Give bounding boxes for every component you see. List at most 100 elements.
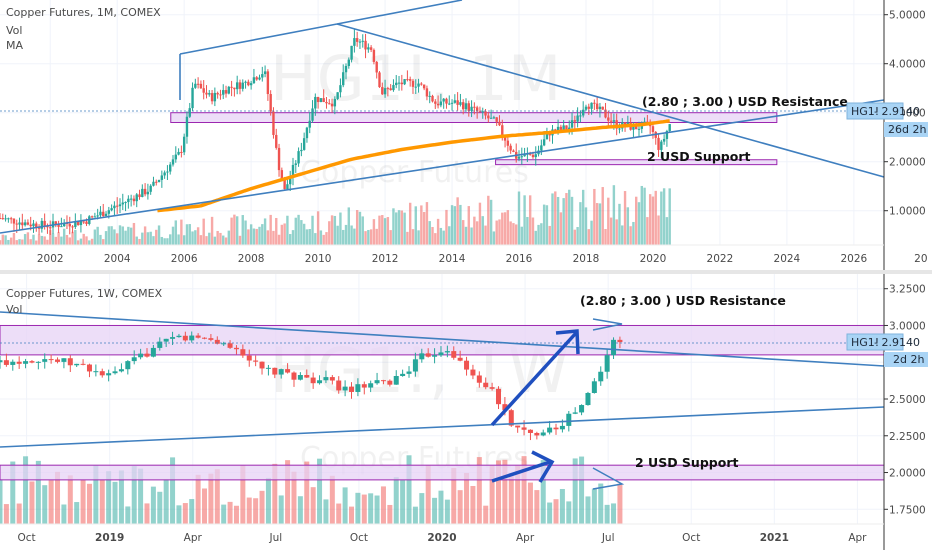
- volume-bar: [484, 225, 487, 245]
- candle-body: [400, 82, 404, 85]
- volume-bar: [395, 212, 398, 245]
- candle-body: [615, 120, 618, 129]
- weekly-arrow-support[interactable]: [491, 450, 555, 483]
- weekly-resistance-annotation[interactable]: (2.80 ; 3.00 ) USD Resistance: [580, 293, 786, 308]
- volume-bar: [176, 505, 182, 524]
- weekly-support-zone[interactable]: [0, 464, 885, 481]
- candle-body: [489, 387, 495, 389]
- volume-bar: [195, 474, 201, 524]
- volume-bar: [112, 481, 118, 524]
- candle-body: [570, 120, 574, 128]
- weekly-legend-vol: Vol: [6, 303, 22, 316]
- weekly-support-annotation[interactable]: 2 USD Support: [635, 455, 738, 470]
- weekly-arrow-support-projection[interactable]: [592, 467, 625, 490]
- time-tick-label: Apr: [848, 532, 867, 544]
- volume-bar: [80, 479, 86, 524]
- volume-bar: [576, 227, 579, 245]
- volume-bar: [12, 232, 16, 245]
- candle-body: [355, 384, 361, 392]
- monthly-trendline-ascending-support[interactable]: [0, 99, 885, 234]
- candle-body: [436, 103, 440, 106]
- candle-body: [400, 373, 406, 377]
- volume-bar: [118, 225, 122, 245]
- candle-body: [185, 116, 189, 137]
- monthly-support-zone[interactable]: [495, 159, 778, 166]
- monthly-trendline-upper-extension[interactable]: [336, 0, 463, 25]
- volume-bar: [255, 228, 258, 245]
- volume-bar: [350, 225, 353, 245]
- candle-body: [374, 380, 380, 384]
- candle-body: [62, 223, 66, 227]
- volume-bar: [247, 229, 250, 245]
- volume-bar: [349, 506, 355, 524]
- volume-bar: [297, 214, 300, 245]
- volume-bar: [157, 491, 163, 524]
- volume-bar: [367, 229, 370, 245]
- weekly-resistance-zone[interactable]: [0, 324, 885, 356]
- monthly-trendline-upper[interactable]: [179, 23, 338, 55]
- volume-bar: [246, 497, 252, 524]
- volume-bar: [272, 463, 278, 524]
- candle-body: [662, 138, 666, 142]
- volume-bar: [302, 223, 306, 245]
- candle-body: [520, 156, 524, 158]
- volume-bar: [422, 212, 426, 245]
- volume-bar: [291, 471, 297, 524]
- candle-body: [579, 115, 582, 117]
- volume-bar: [566, 501, 572, 524]
- volume-bar: [432, 497, 438, 524]
- volume-bar: [138, 238, 141, 245]
- candle-body: [280, 170, 284, 180]
- weekly-last-price-badge: [846, 333, 904, 351]
- price-tick-label: 2.0000: [889, 157, 926, 169]
- volume-bar: [118, 470, 124, 524]
- candle-body: [82, 221, 85, 223]
- monthly-countdown-badge: [884, 122, 928, 137]
- candle-body: [171, 159, 175, 165]
- volume-bar: [258, 226, 261, 245]
- candle-body: [420, 83, 423, 85]
- candle-body: [330, 103, 334, 107]
- candle-body: [609, 120, 613, 122]
- volume-bar: [508, 476, 514, 524]
- candle-body: [221, 343, 227, 345]
- pane-divider[interactable]: [0, 270, 932, 274]
- monthly-resistance-annotation[interactable]: (2.80 ; 3.00 ) USD Resistance: [642, 94, 848, 109]
- candle-body: [457, 357, 463, 361]
- candle-body: [361, 384, 367, 388]
- weekly-trendline-ascending[interactable]: [0, 406, 885, 448]
- volume-bar: [355, 492, 361, 524]
- monthly-support-annotation[interactable]: 2 USD Support: [647, 149, 750, 164]
- volume-bar: [632, 221, 635, 245]
- time-tick-label: 2026: [840, 253, 867, 265]
- volume-bar: [141, 232, 144, 245]
- volume-bar: [380, 486, 386, 524]
- volume-bar: [163, 238, 166, 245]
- time-tick-label: 2016: [506, 253, 533, 265]
- weekly-arrow-up-large[interactable]: [490, 329, 580, 427]
- candle-body: [476, 375, 482, 383]
- weekly-price-axis[interactable]: [884, 274, 932, 550]
- weekly-chart-title: Copper Futures, 1W, COMEX: [6, 287, 163, 300]
- weekly-last-price-value: - 2.9140: [874, 336, 920, 349]
- volume-bar: [74, 229, 77, 245]
- time-tick-label: Oct: [350, 532, 368, 544]
- candle-body: [244, 81, 247, 83]
- volume-bar: [414, 206, 417, 245]
- monthly-moving-average-line[interactable]: [157, 119, 670, 213]
- monthly-trendline-descending[interactable]: [336, 23, 885, 178]
- volume-bar: [16, 503, 22, 524]
- weekly-trendline-descending[interactable]: [0, 311, 885, 367]
- monthly-resistance-zone[interactable]: [170, 112, 778, 123]
- weekly-arrow-resistance-projection[interactable]: [592, 318, 623, 331]
- volume-bar: [235, 216, 239, 245]
- candle-body: [283, 179, 286, 190]
- volume-bar: [517, 191, 521, 245]
- candle-body: [319, 98, 323, 103]
- volume-bar: [93, 229, 97, 245]
- volume-bar: [166, 238, 169, 245]
- candle-body: [657, 137, 660, 150]
- volume-bar: [438, 490, 444, 524]
- volume-bar: [400, 210, 404, 245]
